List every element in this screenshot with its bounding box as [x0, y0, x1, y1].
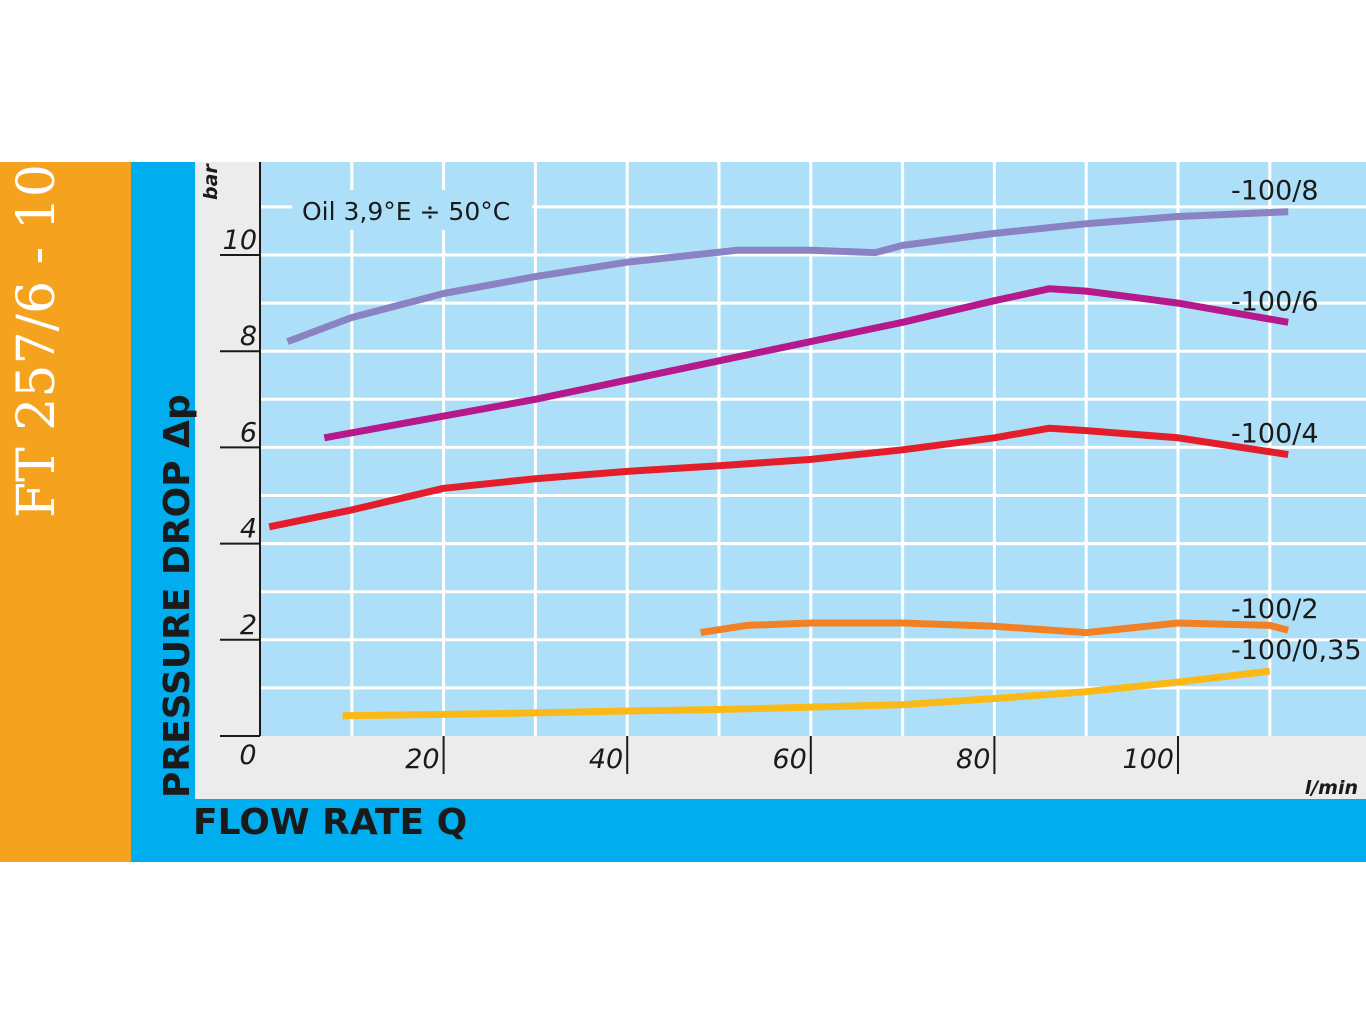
series-label: -100/6: [1231, 286, 1319, 317]
product-title: FT 257/6 - 100: [7, 131, 67, 518]
series-line: [323, 285, 1289, 442]
x-axis-title: FLOW RATE Q: [193, 802, 467, 843]
annotation-backdrop: [292, 190, 532, 230]
y-tick-label: 2: [240, 610, 257, 641]
series-label: -100/4: [1231, 419, 1319, 450]
x-tick-label: 100: [1122, 744, 1174, 775]
series-label: -100/8: [1231, 176, 1319, 207]
series-line: [268, 424, 1289, 531]
series-line: [286, 208, 1289, 345]
series-labels: -100/8 -100/6 -100/4 -100/2 -100/0,35: [1231, 176, 1362, 666]
y-tick-label: 8: [240, 321, 257, 352]
x-tick-label: 60: [772, 744, 806, 775]
x-tick-label: 20: [405, 744, 439, 775]
y-tick-label: 6: [240, 417, 257, 448]
chart-annotation: Oil 3,9°E ÷ 50°C: [302, 197, 510, 226]
x-tick-label: 80: [956, 744, 990, 775]
y-axis-title: PRESSURE DROP Δp: [157, 394, 198, 798]
y-tick-label: 10: [223, 225, 257, 256]
series-label: -100/2: [1231, 594, 1319, 625]
x-unit-label: l/min: [1305, 777, 1358, 799]
x-tick-label: 40: [589, 744, 623, 775]
y-unit-label: bar: [200, 163, 222, 200]
y-tick-label: 4: [240, 514, 257, 545]
x-tick-label: 0: [239, 740, 256, 771]
series-label: -100/0,35: [1231, 635, 1362, 666]
grid-lines: [260, 162, 1366, 736]
series-line: [342, 667, 1271, 720]
series-lines: [268, 208, 1290, 720]
series-line: [700, 619, 1290, 637]
orange-title-band: [0, 162, 131, 862]
